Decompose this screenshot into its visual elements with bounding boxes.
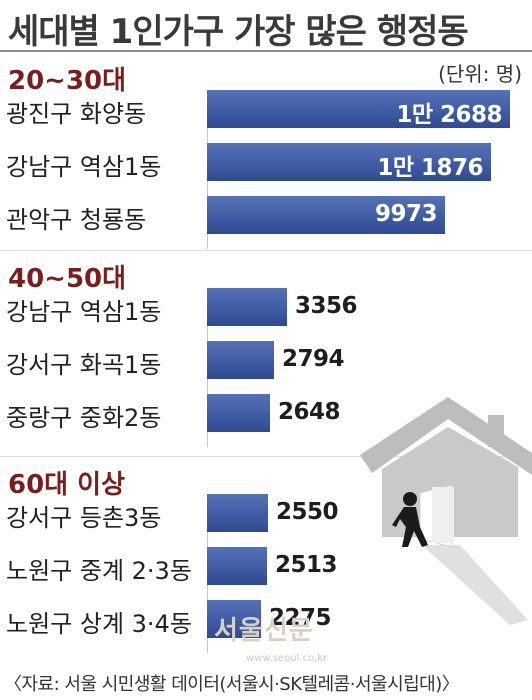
bar (207, 90, 510, 128)
title-divider (0, 50, 532, 52)
bar (207, 288, 287, 326)
bar (207, 494, 268, 532)
bar (207, 547, 267, 585)
section-separator (0, 250, 532, 251)
logo-url: www.seoul.co.kr (246, 653, 328, 664)
row-label: 관악구 청룡동 (6, 206, 147, 234)
row-label: 광진구 화양동 (6, 100, 147, 128)
bar-value-label: 9973 (374, 201, 438, 227)
row-label: 강서구 등촌3동 (6, 504, 162, 532)
bar-value-label: 1만 1876 (377, 155, 483, 181)
bar-value-label: 2550 (276, 499, 339, 525)
bar-value-label: 2794 (282, 346, 345, 372)
bar-value-label: 2648 (278, 399, 341, 425)
section-title: 40~50대 (8, 264, 127, 294)
row-label: 중랑구 중화2동 (6, 404, 162, 432)
section-separator (0, 456, 532, 457)
bar (207, 196, 445, 234)
house-person-icon (360, 397, 532, 625)
bar-value-label: 2275 (269, 605, 332, 631)
bar (207, 341, 274, 379)
bar-value-label: 1만 2688 (396, 102, 502, 128)
bar (207, 600, 261, 638)
source-note: 〈자료: 서울 시민생활 데이터(서울시·SK텔레콤·서울시립대)〉 (4, 674, 460, 695)
section-title: 20~30대 (8, 66, 127, 96)
row-label: 강남구 역삼1동 (6, 298, 162, 326)
bar-value-label: 2513 (275, 552, 338, 578)
row-label: 노원구 상계 3·4동 (6, 610, 192, 638)
row-label: 노원구 중계 2·3동 (6, 557, 192, 585)
row-label: 강남구 역삼1동 (6, 153, 162, 181)
chart-title: 세대별 1인가구 가장 많은 행정동 (8, 12, 469, 52)
bar (207, 394, 270, 432)
logo-watermark: 서울신문 (214, 616, 314, 646)
row-label: 강서구 화곡1동 (6, 351, 162, 379)
section-title: 60대 이상 (8, 470, 125, 500)
bar (207, 143, 491, 181)
unit-note: (단위: 명) (438, 62, 522, 86)
bar-value-label: 3356 (295, 293, 358, 319)
